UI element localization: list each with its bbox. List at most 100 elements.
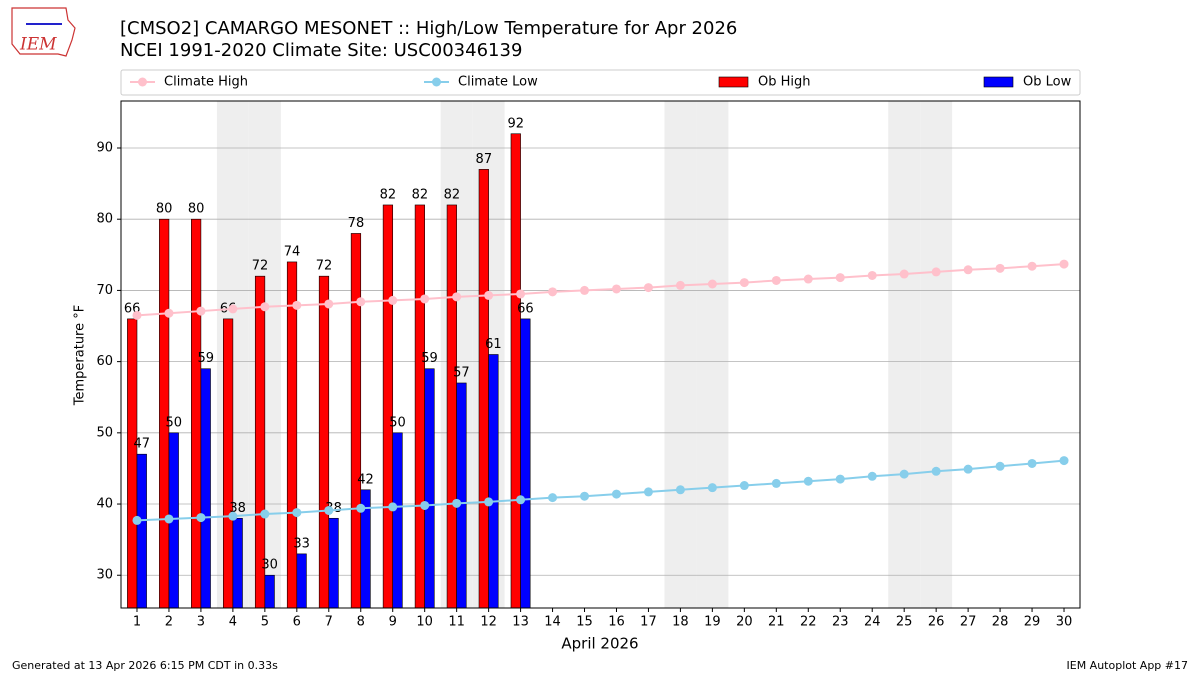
line-marker (963, 464, 973, 474)
line-marker (995, 461, 1005, 471)
x-tick-label: 13 (512, 615, 529, 630)
bar (159, 218, 170, 609)
line-marker (452, 292, 462, 302)
line-marker (260, 302, 270, 312)
x-tick-label: 20 (736, 615, 753, 630)
value-label: 57 (453, 365, 470, 380)
line-marker (196, 513, 206, 523)
value-label: 80 (188, 202, 205, 217)
value-label: 47 (134, 437, 151, 452)
chart-title: [CMSO2] CAMARGO MESONET :: High/Low Temp… (120, 18, 737, 39)
x-tick-label: 7 (325, 615, 333, 630)
legend-box (120, 69, 1081, 96)
line-marker (516, 495, 526, 505)
x-tick-label: 9 (389, 615, 397, 630)
line (136, 459, 1065, 522)
line-marker (484, 497, 494, 507)
line-marker (420, 294, 430, 304)
value-label: 74 (284, 244, 301, 259)
footer-left: Generated at 13 Apr 2026 6:15 PM CDT in … (12, 659, 278, 672)
plot-frame (120, 100, 1081, 609)
x-tick-label: 11 (448, 615, 465, 630)
line-marker (611, 489, 621, 499)
line-marker (1027, 261, 1037, 271)
line-marker (643, 283, 653, 293)
x-tick-label: 22 (800, 615, 817, 630)
line-marker (611, 284, 621, 294)
line-marker (580, 491, 590, 501)
line-marker (1027, 458, 1037, 468)
line-marker (260, 509, 270, 519)
line-marker (835, 273, 845, 283)
value-label: 82 (380, 187, 397, 202)
y-tick-label: 60 (96, 354, 113, 369)
line-marker (548, 493, 558, 503)
x-tick-label: 16 (608, 615, 625, 630)
x-tick-label: 24 (864, 615, 881, 630)
x-tick-label: 1 (133, 615, 141, 630)
line-marker (356, 297, 366, 307)
line-marker (388, 295, 398, 305)
weekend-shade (696, 101, 729, 608)
line-marker (164, 514, 174, 524)
value-label: 59 (197, 351, 214, 366)
line-marker (1059, 456, 1069, 466)
line-marker (675, 485, 685, 495)
x-tick-label: 4 (229, 615, 237, 630)
line-marker (516, 289, 526, 299)
value-label: 80 (156, 202, 173, 217)
line-marker (803, 476, 813, 486)
line-marker (867, 471, 877, 481)
line-marker (420, 500, 430, 510)
bar (264, 574, 275, 609)
x-tick-label: 23 (832, 615, 849, 630)
footer-right: IEM Autoplot App #17 (1067, 659, 1189, 672)
line-marker (771, 478, 781, 488)
logo-text: IEM (19, 35, 57, 55)
y-tick-label: 30 (96, 568, 113, 583)
line-marker (1059, 259, 1069, 269)
logo-outline (11, 7, 76, 57)
bar (488, 354, 499, 609)
line-marker (803, 274, 813, 284)
line-marker (196, 306, 206, 316)
line-marker (228, 511, 238, 521)
x-tick-label: 17 (640, 615, 657, 630)
x-tick-label: 12 (480, 615, 497, 630)
line-marker (867, 270, 877, 280)
bar (446, 204, 457, 609)
x-tick-label: 21 (768, 615, 785, 630)
line-marker (452, 498, 462, 508)
line-marker (548, 287, 558, 297)
line-marker (707, 279, 717, 289)
x-tick-label: 26 (928, 615, 945, 630)
line-marker (484, 290, 494, 300)
line-marker (292, 300, 302, 310)
line-marker (388, 502, 398, 512)
line-marker (931, 466, 941, 476)
y-tick-label: 90 (96, 140, 113, 155)
line-marker (771, 275, 781, 285)
value-label: 82 (444, 187, 461, 202)
value-label: 61 (485, 337, 502, 352)
x-tick-label: 25 (896, 615, 913, 630)
bar (127, 318, 138, 609)
logo: IEM (11, 7, 76, 57)
value-label: 92 (508, 116, 525, 131)
value-label: 82 (412, 187, 429, 202)
line-marker (739, 481, 749, 491)
bar (318, 275, 330, 609)
line-marker (324, 299, 334, 309)
line-marker (899, 269, 909, 279)
value-label: 50 (389, 415, 406, 430)
bar (222, 318, 234, 609)
line-marker (963, 265, 973, 275)
bar (232, 517, 243, 609)
line-marker (132, 515, 142, 525)
bar (296, 553, 307, 609)
line-marker (580, 285, 590, 295)
legend-label: Climate Low (458, 75, 538, 90)
bar (510, 133, 521, 609)
line-marker (292, 508, 302, 518)
